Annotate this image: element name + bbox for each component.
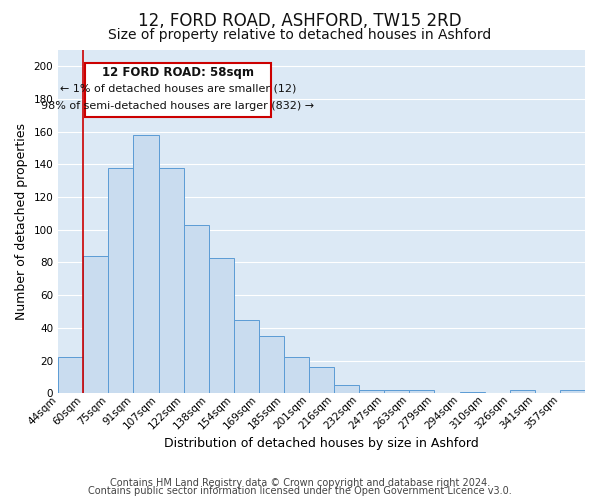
Text: ← 1% of detached houses are smaller (12): ← 1% of detached houses are smaller (12) [60, 84, 296, 94]
Text: 12 FORD ROAD: 58sqm: 12 FORD ROAD: 58sqm [102, 66, 254, 80]
Bar [409, 390, 434, 393]
Text: Contains HM Land Registry data © Crown copyright and database right 2024.: Contains HM Land Registry data © Crown c… [110, 478, 490, 488]
Y-axis label: Number of detached properties: Number of detached properties [15, 123, 28, 320]
Bar [109, 168, 133, 393]
Bar [359, 390, 385, 393]
Bar [560, 390, 585, 393]
Bar [334, 385, 359, 393]
Bar [234, 320, 259, 393]
Bar [83, 256, 109, 393]
Bar [510, 390, 535, 393]
Bar [133, 135, 158, 393]
Bar [284, 357, 309, 393]
Bar [309, 367, 334, 393]
FancyBboxPatch shape [85, 63, 271, 117]
Text: 12, FORD ROAD, ASHFORD, TW15 2RD: 12, FORD ROAD, ASHFORD, TW15 2RD [138, 12, 462, 30]
Bar [58, 357, 83, 393]
Bar [184, 225, 209, 393]
Bar [460, 392, 485, 393]
Text: Size of property relative to detached houses in Ashford: Size of property relative to detached ho… [109, 28, 491, 42]
Bar [209, 258, 234, 393]
X-axis label: Distribution of detached houses by size in Ashford: Distribution of detached houses by size … [164, 437, 479, 450]
Bar [158, 168, 184, 393]
Bar [385, 390, 409, 393]
Text: Contains public sector information licensed under the Open Government Licence v3: Contains public sector information licen… [88, 486, 512, 496]
Text: 98% of semi-detached houses are larger (832) →: 98% of semi-detached houses are larger (… [41, 100, 314, 110]
Bar [259, 336, 284, 393]
